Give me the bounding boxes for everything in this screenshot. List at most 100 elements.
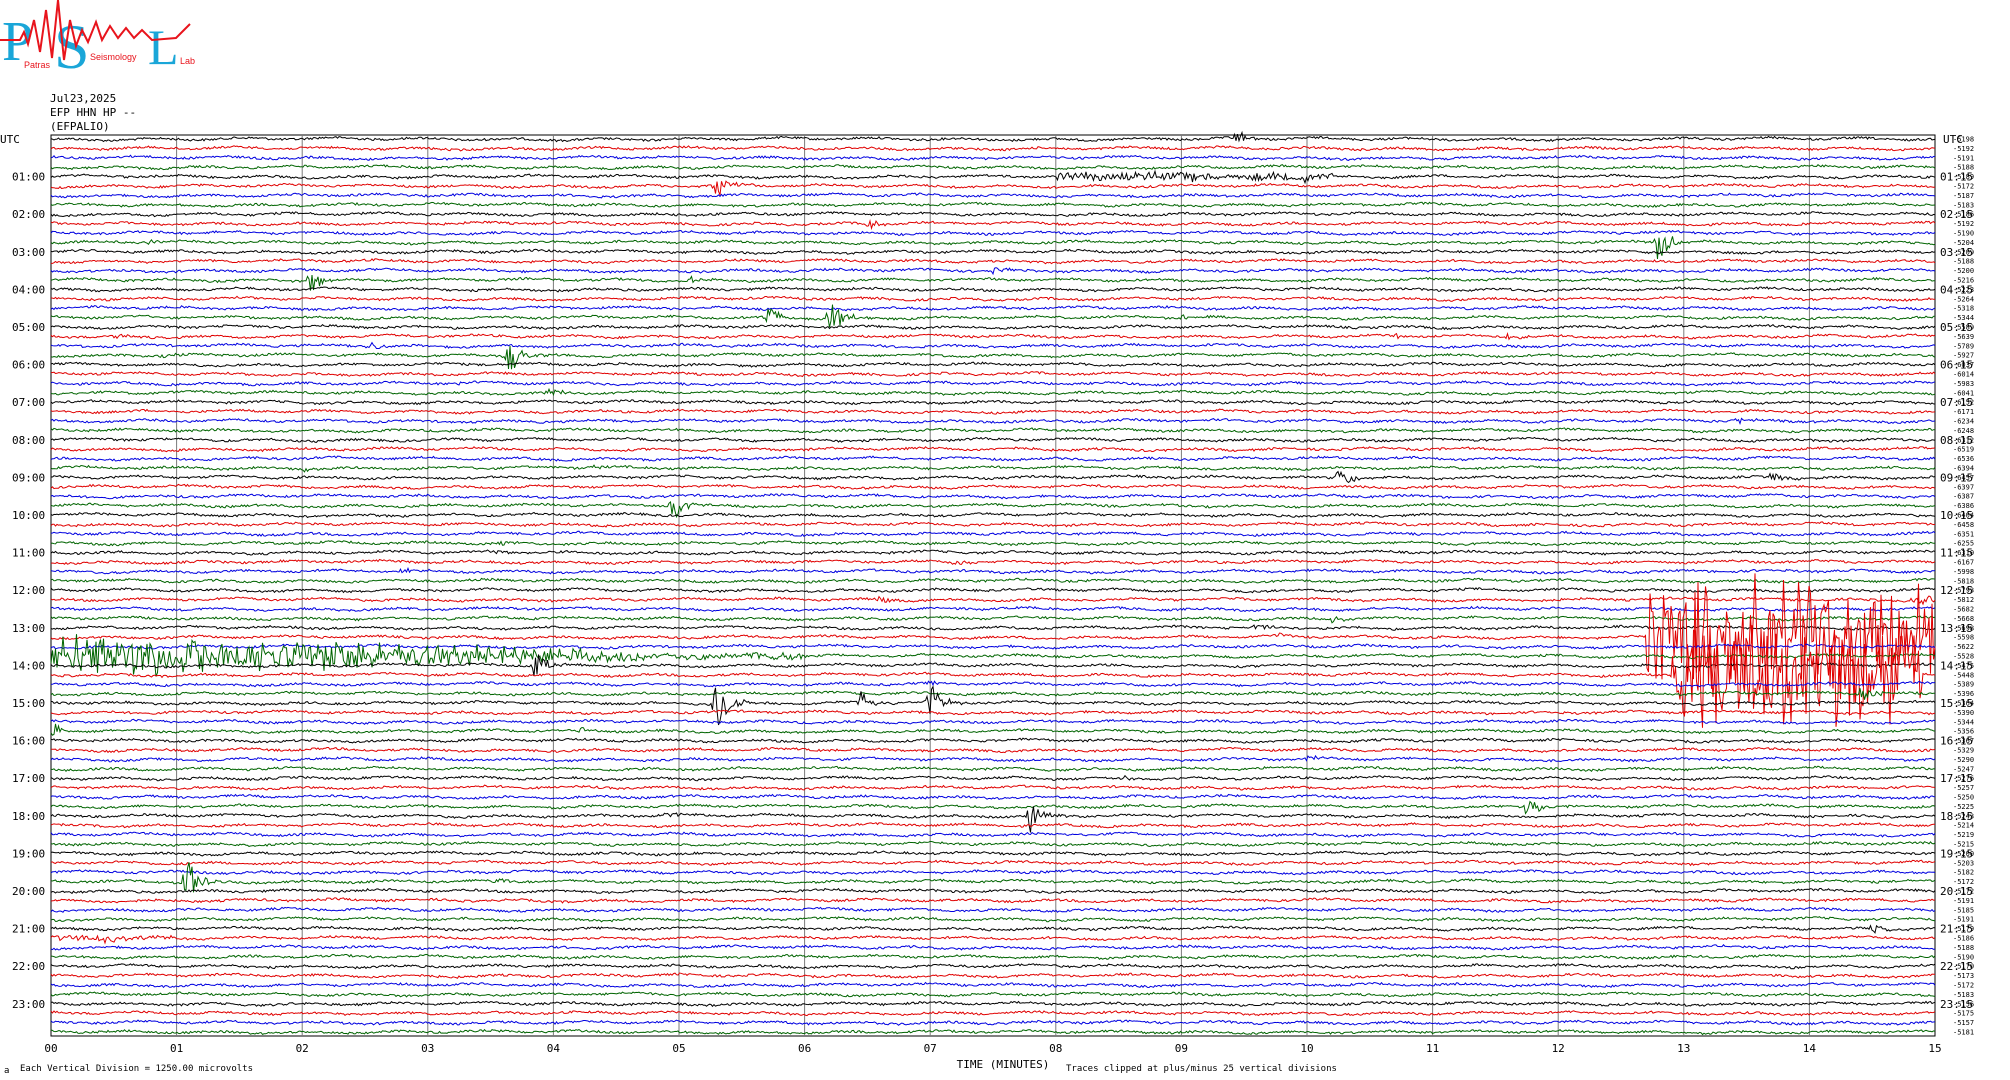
trace-6	[50, 192, 1936, 199]
trace-value-87: -5190	[1953, 953, 1974, 961]
hour-label-right-7: 07:15	[1940, 396, 1973, 409]
hour-label-right-11: 11:15	[1940, 547, 1973, 560]
trace-93	[50, 1010, 1936, 1017]
trace-value-66: -5290	[1953, 756, 1974, 764]
trace-4	[50, 169, 1936, 185]
logo-word-3: Lab	[180, 56, 195, 66]
trace-value-68: -5276	[1953, 775, 1974, 783]
hour-label-left-15: 15:00	[12, 697, 45, 710]
trace-value-16: -5223	[1953, 286, 1974, 294]
trace-value-10: -5190	[1953, 230, 1974, 238]
trace-value-55: -5528	[1953, 653, 1974, 661]
trace-value-79: -5172	[1953, 878, 1974, 886]
trace-value-43: -6255	[1953, 540, 1974, 548]
x-tick-05: 05	[672, 1042, 685, 1055]
x-tick-07: 07	[924, 1042, 937, 1055]
trace-13	[51, 258, 1936, 265]
trace-value-72: -5243	[1953, 812, 1974, 820]
trace-value-92: -5156	[1953, 1000, 1974, 1008]
trace-value-95: -5181	[1953, 1029, 1974, 1037]
trace-value-67: -5247	[1953, 765, 1974, 773]
hour-label-right-6: 06:15	[1940, 359, 1973, 372]
hour-label-left-2: 02:00	[12, 208, 45, 221]
trace-value-64: -5367	[1953, 737, 1974, 745]
trace-value-91: -5183	[1953, 991, 1974, 999]
trace-value-93: -5175	[1953, 1010, 1974, 1018]
trace-61	[50, 709, 1936, 716]
trace-25	[50, 370, 1936, 378]
trace-59	[50, 688, 1935, 700]
hour-label-right-14: 14:15	[1940, 659, 1973, 672]
trace-49	[50, 595, 1936, 606]
logo-word-2: Seismology	[90, 52, 137, 62]
trace-value-24: -6037	[1953, 361, 1974, 369]
trace-value-45: -6167	[1953, 559, 1974, 567]
date-label: Jul23,2025	[50, 92, 117, 105]
hour-label-right-16: 16:15	[1940, 735, 1973, 748]
trace-66	[50, 754, 1936, 763]
trace-89	[50, 972, 1936, 979]
corner-mark: a	[4, 1066, 10, 1076]
trace-value-63: -5356	[1953, 728, 1974, 736]
trace-value-84: -5179	[1953, 925, 1974, 933]
hour-label-left-23: 23:00	[12, 998, 45, 1011]
hour-label-left-12: 12:00	[12, 584, 45, 597]
hour-label-left-18: 18:00	[12, 810, 45, 823]
trace-75	[50, 840, 1936, 848]
trace-value-3: -5188	[1953, 164, 1974, 172]
trace-26	[50, 380, 1936, 387]
x-tick-03: 03	[421, 1042, 434, 1055]
trace-value-17: -5264	[1953, 295, 1974, 303]
trace-value-11: -5204	[1953, 239, 1974, 247]
trace-52	[50, 624, 1936, 631]
trace-value-61: -5390	[1953, 709, 1974, 717]
trace-69	[50, 784, 1936, 791]
trace-8	[50, 211, 1936, 218]
trace-28	[50, 399, 1936, 406]
x-tick-12: 12	[1552, 1042, 1565, 1055]
hour-label-left-21: 21:00	[12, 923, 45, 936]
trace-19	[50, 304, 1936, 328]
trace-value-86: -5188	[1953, 944, 1974, 952]
trace-value-21: -5639	[1953, 333, 1974, 341]
plot-frame	[50, 134, 1936, 1037]
hour-label-right-9: 09:15	[1940, 471, 1973, 484]
trace-39	[50, 501, 1936, 519]
trace-value-25: -6014	[1953, 371, 1974, 379]
trace-value-6: -5187	[1953, 192, 1974, 200]
trace-85	[50, 934, 1936, 945]
trace-value-20: -5589	[1953, 324, 1974, 332]
trace-value-47: -5818	[1953, 577, 1974, 585]
hour-label-right-10: 10:15	[1940, 509, 1973, 522]
trace-41	[50, 521, 1936, 528]
trace-50	[50, 605, 1936, 613]
trace-value-4: -5189	[1953, 173, 1974, 181]
trace-91	[50, 991, 1936, 998]
trace-value-69: -5257	[1953, 784, 1974, 792]
trace-80	[50, 887, 1936, 895]
trace-value-36: -6457	[1953, 474, 1974, 482]
trace-value-31: -6248	[1953, 427, 1974, 435]
trace-92	[50, 1000, 1936, 1008]
trace-70	[50, 793, 1936, 801]
trace-56	[50, 654, 1936, 676]
x-tick-04: 04	[547, 1042, 561, 1055]
trace-value-58: -5389	[1953, 681, 1974, 689]
trace-value-62: -5344	[1953, 718, 1974, 726]
trace-value-19: -5344	[1953, 314, 1974, 322]
x-tick-13: 13	[1677, 1042, 1690, 1055]
trace-value-82: -5185	[1953, 906, 1974, 914]
trace-value-15: -5216	[1953, 277, 1974, 285]
trace-16	[50, 286, 1936, 293]
trace-12	[50, 248, 1936, 255]
trace-1	[50, 145, 1936, 152]
hour-label-right-15: 15:15	[1940, 697, 1973, 710]
trace-value-94: -5157	[1953, 1019, 1974, 1027]
trace-14	[50, 267, 1936, 276]
trace-value-71: -5225	[1953, 803, 1974, 811]
x-axis-label: TIME (MINUTES)	[957, 1058, 1050, 1071]
trace-value-83: -5191	[1953, 916, 1974, 924]
trace-34	[50, 455, 1936, 462]
trace-value-29: -6171	[1953, 408, 1974, 416]
